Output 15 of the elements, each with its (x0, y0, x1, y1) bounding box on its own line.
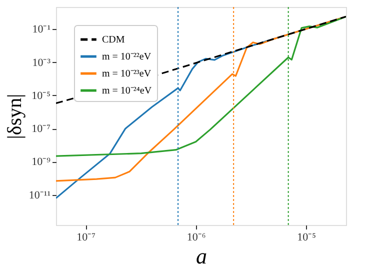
x-axis-title: a (196, 244, 207, 268)
y-tick-label: 10⁻¹¹ (28, 189, 50, 202)
legend-label: m = 10⁻²⁴eV (102, 86, 152, 96)
y-tick-label: 10⁻⁷ (32, 123, 51, 136)
y-tick-label: 10⁻⁵ (32, 90, 51, 102)
legend-label: m = 10⁻²³eV (102, 68, 152, 80)
y-tick-label: 10⁻⁹ (32, 156, 51, 168)
legend-label: CDM (102, 34, 125, 46)
x-tick-label: 10⁻⁶ (186, 232, 206, 244)
y-axis-title: |δsyn| (4, 94, 26, 140)
x-tick-label: 10⁻⁷ (76, 232, 96, 244)
y-tick-label: 10⁻¹ (32, 24, 50, 36)
x-tick-label: 10⁻⁵ (297, 232, 316, 244)
y-tick-label: 10⁻³ (32, 56, 52, 69)
legend-label: m = 10⁻²²eV (102, 52, 152, 62)
